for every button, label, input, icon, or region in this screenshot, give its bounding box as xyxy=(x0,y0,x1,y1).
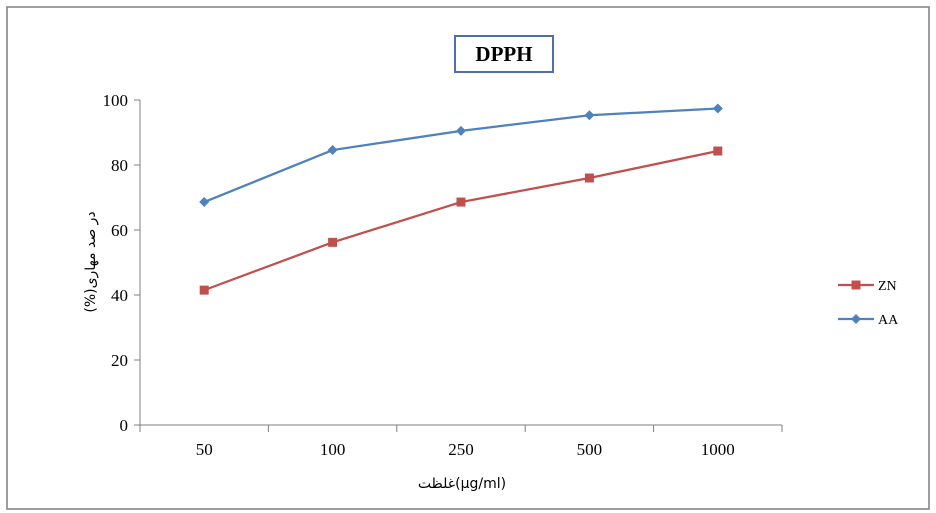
chart-title-group: DPPH xyxy=(454,35,554,73)
x-tick-label: 250 xyxy=(448,440,474,459)
data-point-aa xyxy=(199,197,210,208)
data-point-zn xyxy=(584,173,594,183)
y-tick-label: 40 xyxy=(111,286,128,305)
legend-item-aa: AA xyxy=(838,313,899,328)
legend-swatch-marker xyxy=(851,314,861,324)
x-axis: 50 100 250 500 1000 xyxy=(139,424,783,459)
x-tick-label: 500 xyxy=(577,440,603,459)
chart-title: DPPH xyxy=(475,42,532,66)
data-point-zn xyxy=(456,197,466,207)
y-tick-label: 0 xyxy=(120,416,129,435)
data-point-aa xyxy=(456,125,466,136)
y-tick-label: 100 xyxy=(103,91,129,110)
legend-swatch-marker xyxy=(851,280,861,290)
y-tick-label: 80 xyxy=(111,156,128,175)
chart-frame xyxy=(6,6,930,510)
y-tick-label: 20 xyxy=(111,351,128,370)
data-point-zn xyxy=(713,146,723,156)
x-axis-title: غلظت(µg/ml) xyxy=(418,476,506,492)
data-point-aa xyxy=(327,145,338,156)
legend: ZN AA xyxy=(838,279,899,328)
series-zn xyxy=(199,146,723,295)
x-tick-label: 50 xyxy=(196,440,213,459)
legend-label: ZN xyxy=(878,279,897,294)
legend-label: AA xyxy=(878,313,899,328)
series-aa xyxy=(199,103,723,208)
y-axis: 0 20 40 60 80 100 xyxy=(103,91,141,435)
legend-item-zn: ZN xyxy=(838,279,897,294)
x-tick-label: 100 xyxy=(320,440,346,459)
data-point-aa xyxy=(584,110,595,121)
series-layer xyxy=(199,103,723,295)
data-point-zn xyxy=(199,285,209,295)
y-tick-label: 60 xyxy=(111,221,128,240)
data-point-zn xyxy=(328,237,338,247)
y-axis-title: در صد مهاری(%) xyxy=(83,211,99,312)
x-tick-label: 1000 xyxy=(701,440,735,459)
chart-title-box xyxy=(454,35,554,73)
data-point-aa xyxy=(712,103,723,114)
